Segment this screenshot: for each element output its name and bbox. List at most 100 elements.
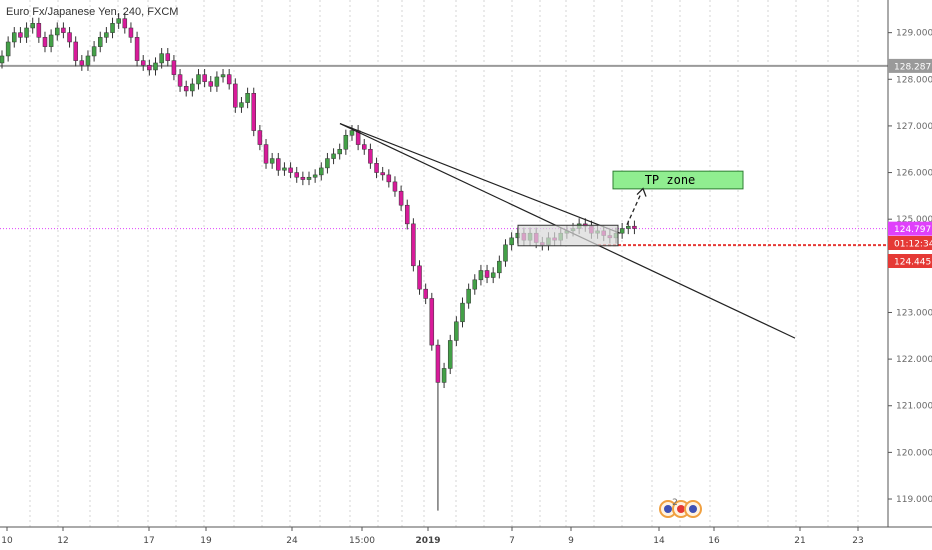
candle — [134, 31, 140, 67]
candle — [183, 80, 189, 97]
candle — [429, 292, 435, 351]
price-tag — [888, 221, 932, 236]
candle — [503, 239, 508, 267]
bullish-candle-body — [466, 288, 471, 304]
candle — [362, 138, 367, 155]
bearish-candle-body — [128, 27, 134, 38]
bullish-candle-body — [503, 244, 508, 262]
candle — [398, 185, 404, 211]
bearish-candle-body — [411, 223, 416, 267]
price-tick-label: 120.000 — [896, 448, 932, 458]
candle — [233, 78, 238, 113]
time-tick-label: 19 — [200, 536, 212, 546]
candle — [404, 199, 410, 230]
indicator-icons: 2 — [659, 498, 702, 518]
candle — [312, 169, 318, 183]
time-tick-label: 15:00 — [349, 536, 375, 546]
bullish-candle-body — [97, 37, 103, 47]
candle — [478, 264, 484, 286]
candle — [97, 31, 103, 53]
candle — [263, 138, 269, 169]
bullish-candle-body — [48, 34, 54, 47]
bullish-candle-body — [472, 279, 478, 290]
time-tick-label: 16 — [708, 536, 720, 546]
candle — [153, 57, 158, 76]
bearish-candle-body — [177, 74, 183, 87]
candle — [632, 220, 637, 235]
candle — [18, 27, 23, 43]
bearish-candle-body — [368, 148, 373, 164]
candle — [79, 55, 85, 71]
candle — [337, 143, 342, 160]
bullish-candle-body — [325, 158, 330, 169]
candle — [122, 13, 128, 34]
candle — [269, 152, 275, 169]
bullish-candle-body — [509, 237, 514, 246]
bullish-candle-body — [116, 18, 121, 24]
candle — [343, 129, 349, 155]
bearish-candle-body — [233, 83, 238, 108]
price-tag — [888, 58, 932, 73]
candle — [73, 36, 78, 67]
bullish-candle-body — [460, 302, 465, 323]
price-tag-label: 124.797 — [894, 225, 931, 235]
candle — [319, 162, 324, 181]
candle — [368, 143, 373, 169]
price-tag — [888, 236, 932, 250]
candle — [0, 50, 5, 69]
time-tick-label: 17 — [143, 536, 154, 546]
bearish-candle-body — [202, 74, 207, 82]
price-axis: 129.000 128.000 127.000 126.000 125.000 123.0… — [887, 0, 932, 527]
bullish-candle-body — [490, 272, 496, 278]
bearish-candle-body — [294, 172, 299, 178]
bullish-candle-body — [454, 321, 459, 341]
bullish-candle-body — [337, 148, 342, 155]
price-tick-label: 122.000 — [896, 355, 932, 365]
projection-arrow — [626, 193, 642, 226]
candle — [85, 50, 91, 71]
candle — [61, 22, 66, 39]
bearish-candle-body — [398, 190, 404, 206]
bullish-candle-body — [104, 32, 109, 38]
flag-dot-icon — [664, 505, 672, 513]
bearish-candle-body — [484, 270, 490, 278]
consolidation-box — [517, 224, 619, 247]
time-tick-label: 9 — [568, 536, 574, 546]
bearish-candle-body — [263, 144, 269, 164]
bullish-candle-body — [5, 41, 11, 57]
bearish-candle-body — [423, 288, 428, 299]
bullish-candle-body — [110, 23, 115, 33]
candle — [104, 27, 109, 43]
event-count: 2 — [672, 498, 678, 508]
candle — [374, 157, 379, 179]
candle — [36, 17, 42, 43]
candle — [411, 218, 416, 272]
bullish-candle-body — [24, 27, 29, 38]
bullish-candle-body — [55, 27, 60, 36]
bearish-candle-body — [171, 60, 177, 75]
bullish-candle-body — [91, 46, 97, 57]
candle — [619, 222, 625, 239]
horizontal-levels — [0, 64, 888, 247]
candle — [300, 171, 306, 186]
time-tick-label: 2019 — [415, 536, 440, 546]
candle — [55, 22, 60, 41]
candle — [226, 69, 232, 90]
price-tick-label: 129.000 — [896, 29, 932, 39]
candle — [214, 71, 220, 92]
bearish-candle-body — [165, 53, 171, 61]
bullish-candle-body — [306, 176, 312, 180]
candle — [190, 78, 195, 97]
time-tick-label: 14 — [653, 536, 665, 546]
upper-trend-line — [339, 123, 621, 234]
candle — [441, 362, 447, 389]
candle — [454, 316, 459, 347]
price-tick-label: 128.000 — [896, 75, 932, 85]
candle — [91, 41, 97, 62]
price-tag — [888, 254, 932, 268]
candle — [30, 17, 35, 34]
candle — [128, 22, 134, 43]
tp-zone-label: TP zone — [645, 173, 696, 187]
candle — [460, 297, 465, 328]
